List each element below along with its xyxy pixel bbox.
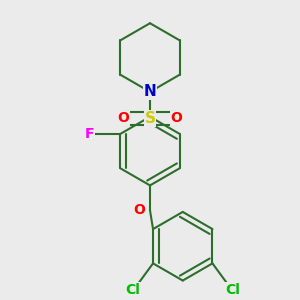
Text: Cl: Cl [225, 283, 240, 297]
Text: S: S [145, 111, 155, 126]
Text: O: O [171, 111, 182, 125]
Text: N: N [144, 84, 156, 99]
Text: Cl: Cl [125, 283, 140, 297]
Text: F: F [84, 127, 94, 141]
Text: O: O [133, 203, 145, 218]
Text: O: O [118, 111, 129, 125]
